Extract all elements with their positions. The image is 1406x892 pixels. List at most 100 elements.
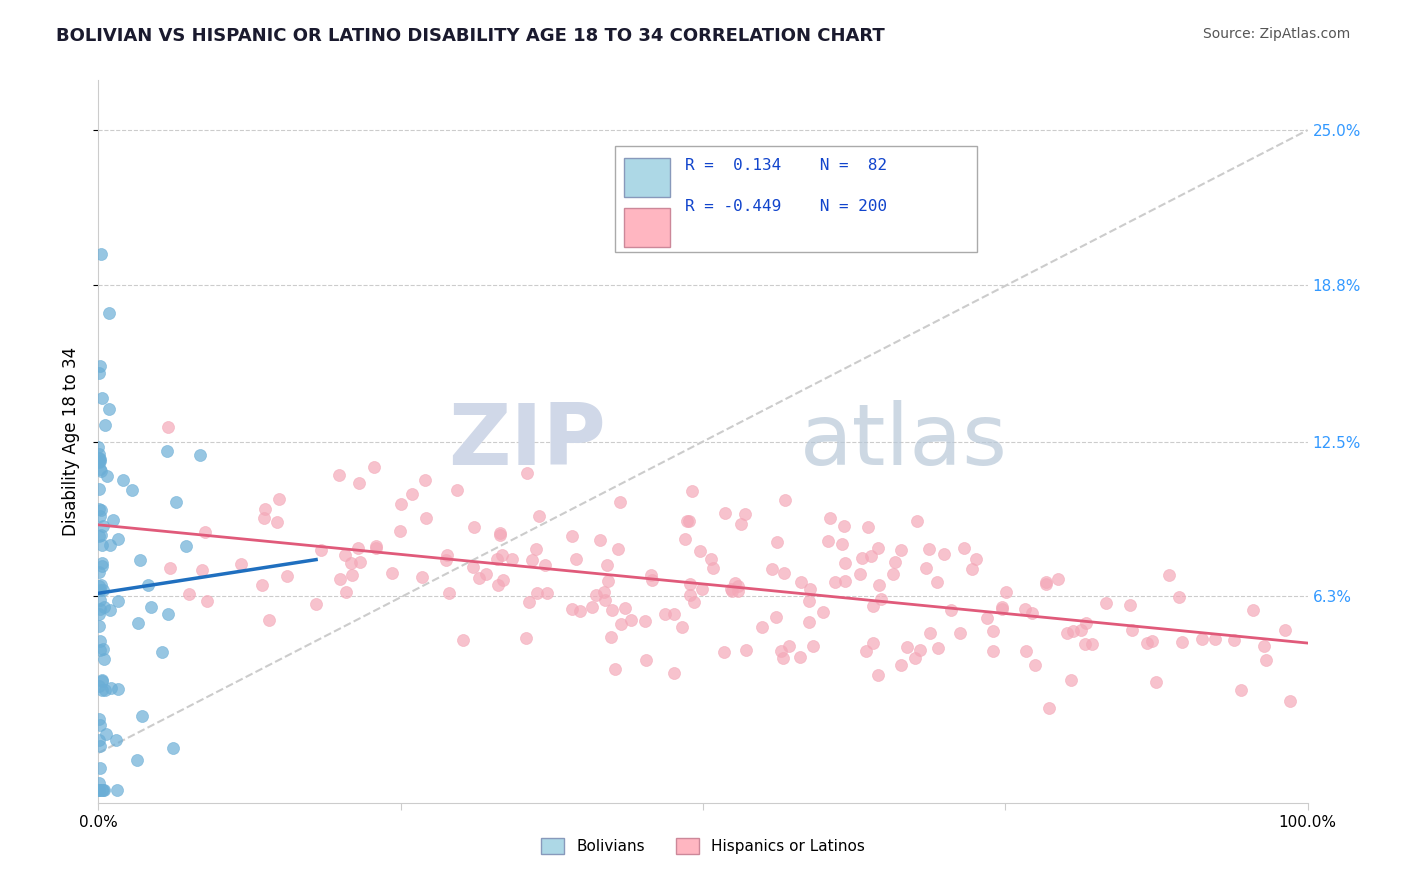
Point: [87, 565, 110, 579]
Point: [411, 570, 433, 584]
Point: [700, 551, 723, 566]
Point: [869, 592, 891, 607]
Point: [904, 650, 927, 665]
Point: [89, 783, 111, 797]
FancyBboxPatch shape: [624, 158, 671, 197]
Point: [254, 502, 277, 516]
Point: [104, 732, 127, 747]
Point: [89, 643, 111, 657]
Point: [927, 641, 949, 656]
Point: [363, 460, 385, 475]
Point: [517, 595, 540, 609]
Point: [890, 658, 912, 673]
Point: [834, 556, 856, 570]
Point: [981, 624, 1004, 639]
Point: [87, 529, 110, 543]
Point: [194, 524, 217, 539]
Point: [91, 783, 114, 797]
Point: [600, 602, 623, 616]
Point: [734, 643, 756, 657]
Point: [596, 574, 619, 589]
Point: [599, 630, 621, 644]
Point: [87, 607, 110, 621]
Point: [94, 683, 117, 698]
Point: [1060, 673, 1083, 688]
Point: [1191, 632, 1213, 647]
Point: [328, 468, 350, 483]
Point: [436, 548, 458, 562]
Point: [89, 482, 111, 496]
Point: [676, 515, 699, 529]
Point: [434, 553, 457, 567]
Point: [101, 513, 124, 527]
Point: [939, 603, 962, 617]
Point: [526, 585, 548, 599]
Point: [965, 551, 987, 566]
Point: [98, 402, 121, 417]
Point: [824, 574, 846, 589]
Point: [765, 534, 787, 549]
Point: [97, 306, 120, 320]
Point: [994, 584, 1017, 599]
Point: [831, 537, 853, 551]
Point: [492, 573, 515, 587]
Point: [89, 579, 111, 593]
Point: [1073, 637, 1095, 651]
Point: [93, 600, 115, 615]
Point: [91, 683, 114, 698]
Point: [730, 517, 752, 532]
Point: [89, 462, 111, 476]
Point: [150, 645, 173, 659]
Point: [949, 626, 972, 640]
Point: [773, 566, 796, 580]
Point: [89, 583, 111, 598]
Text: Source: ZipAtlas.com: Source: ZipAtlas.com: [1202, 27, 1350, 41]
Point: [488, 526, 510, 541]
Point: [415, 510, 437, 524]
Point: [389, 497, 412, 511]
Point: [467, 571, 489, 585]
Point: [620, 613, 643, 627]
Point: [1241, 603, 1264, 617]
Point: [1121, 623, 1143, 637]
Point: [91, 391, 114, 405]
Point: [93, 652, 115, 666]
Point: [862, 599, 884, 613]
Point: [1279, 694, 1302, 708]
Point: [87, 712, 110, 726]
Point: [527, 508, 550, 523]
Point: [121, 483, 143, 497]
Point: [489, 528, 512, 542]
Point: [266, 515, 288, 529]
Point: [1159, 568, 1181, 582]
Point: [522, 553, 544, 567]
Point: [640, 568, 662, 582]
Point: [475, 566, 498, 581]
Point: [105, 783, 128, 797]
Point: [654, 607, 676, 622]
Point: [87, 366, 110, 380]
Point: [131, 709, 153, 723]
FancyBboxPatch shape: [624, 208, 671, 247]
Point: [188, 448, 211, 462]
Point: [1024, 658, 1046, 673]
Point: [1014, 602, 1036, 616]
Point: [797, 615, 820, 629]
Point: [157, 420, 180, 434]
Point: [364, 539, 387, 553]
Point: [90, 783, 112, 797]
Text: ZIP: ZIP: [449, 400, 606, 483]
Point: [925, 575, 948, 590]
Point: [868, 668, 890, 682]
Point: [388, 524, 411, 538]
Point: [515, 631, 537, 645]
Point: [818, 511, 841, 525]
Point: [366, 541, 388, 556]
Point: [463, 520, 485, 534]
Point: [561, 602, 583, 616]
Point: [127, 753, 149, 767]
Point: [87, 783, 110, 797]
Point: [191, 563, 214, 577]
Point: [851, 551, 873, 566]
Point: [773, 492, 796, 507]
